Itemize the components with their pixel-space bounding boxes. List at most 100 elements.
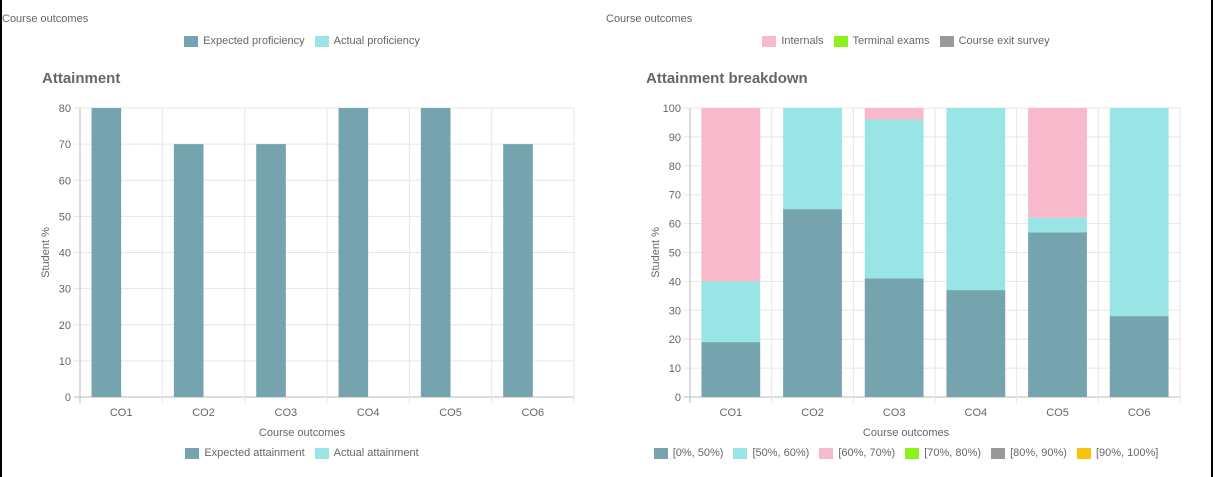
bar[interactable] xyxy=(420,108,451,397)
bars xyxy=(701,108,1169,397)
legend-item-expected-attainment[interactable]: Expected attainment xyxy=(185,447,305,459)
bar-segment[interactable] xyxy=(864,278,924,397)
bar-segment[interactable] xyxy=(701,342,761,397)
bar-segment[interactable] xyxy=(1109,108,1169,317)
legend-item-terminal-exams[interactable]: Terminal exams xyxy=(833,35,930,47)
legend-label: [50%, 60%) xyxy=(752,447,810,459)
bar-segment[interactable] xyxy=(864,108,924,120)
x-tick-label: CO6 xyxy=(1128,407,1151,419)
legend-label: [90%, 100%] xyxy=(1095,447,1159,459)
bar-segment[interactable] xyxy=(946,290,1006,397)
y-tick-label: 50 xyxy=(669,248,681,260)
bar-segment[interactable] xyxy=(701,281,761,343)
y-tick-label: 90 xyxy=(669,132,681,144)
x-tick-label: CO5 xyxy=(1046,407,1069,419)
y-tick-label: 30 xyxy=(59,284,71,296)
y-tick-label: 30 xyxy=(669,305,681,317)
legend-label: [80%, 90%) xyxy=(1010,447,1067,459)
top-legend: Internals Terminal exams Course exit sur… xyxy=(606,35,1206,47)
bar[interactable] xyxy=(256,144,286,397)
legend-swatch xyxy=(762,35,777,47)
bottom-legend: Expected attainment Actual attainment xyxy=(2,447,602,459)
legend-swatch xyxy=(184,35,199,47)
legend-swatch xyxy=(185,447,200,459)
bars xyxy=(91,108,533,397)
chart-title: Attainment xyxy=(42,70,121,87)
y-axis-title: Student % xyxy=(650,227,662,278)
legend-item-range-70-80[interactable]: [70%, 80%) xyxy=(905,447,981,459)
x-tick-label: CO6 xyxy=(522,407,545,419)
x-tick-label: CO4 xyxy=(965,407,988,419)
grid xyxy=(74,107,575,403)
legend-swatch xyxy=(905,447,920,459)
bar[interactable] xyxy=(91,108,122,397)
y-tick-label: 40 xyxy=(669,276,681,288)
chart-title: Attainment breakdown xyxy=(646,70,808,87)
bar-segment[interactable] xyxy=(1028,108,1087,218)
y-tick-label: 80 xyxy=(669,161,681,173)
y-tick-label: 80 xyxy=(59,103,71,115)
legend-swatch xyxy=(653,447,668,459)
legend-swatch xyxy=(733,447,748,459)
bottom-legend: [0%, 50%) [50%, 60%) [60%, 70%) [70%, 80… xyxy=(606,447,1206,459)
legend-item-range-60-70[interactable]: [60%, 70%) xyxy=(819,447,895,459)
legend-item-range-90-100[interactable]: [90%, 100%] xyxy=(1076,447,1159,459)
legend-label: [0%, 50%) xyxy=(672,447,724,459)
y-tick-label: 60 xyxy=(669,219,681,231)
legend-swatch xyxy=(314,447,329,459)
y-tick-label: 10 xyxy=(669,363,681,375)
bar-segment[interactable] xyxy=(1109,316,1169,397)
legend-label: Actual proficiency xyxy=(333,35,420,47)
attainment-plot: 0 10 20 30 40 50 60 70 80 Student % CO1 CO2 CO3 CO4 CO… xyxy=(40,103,575,419)
grid xyxy=(684,107,1181,403)
bar[interactable] xyxy=(173,144,204,397)
legend-swatch xyxy=(819,447,834,459)
legend-label: Expected attainment xyxy=(204,447,305,459)
y-tick-label: 0 xyxy=(675,392,681,404)
x-axis-title: Course outcomes xyxy=(862,427,950,439)
y-tick-label: 20 xyxy=(59,320,71,332)
bar[interactable] xyxy=(503,144,533,397)
bar-segment[interactable] xyxy=(1028,217,1087,233)
legend-item-range-0-50[interactable]: [0%, 50%) xyxy=(653,447,724,459)
top-axis-label: Course outcomes xyxy=(2,13,89,25)
y-tick-label: 50 xyxy=(59,211,71,223)
legend-label: Course exit survey xyxy=(958,35,1050,47)
bar-segment[interactable] xyxy=(1028,232,1087,397)
legend-item-expected-proficiency[interactable]: Expected proficiency xyxy=(184,35,305,47)
legend-item-course-exit-survey[interactable]: Course exit survey xyxy=(939,35,1050,47)
y-tick-label: 0 xyxy=(65,392,71,404)
legend-item-actual-proficiency[interactable]: Actual proficiency xyxy=(314,35,420,47)
top-legend: Expected proficiency Actual proficiency xyxy=(2,35,602,47)
legend-item-range-50-60[interactable]: [50%, 60%) xyxy=(733,447,809,459)
legend-item-range-80-90[interactable]: [80%, 90%) xyxy=(991,447,1067,459)
attainment-chart-panel: Course outcomes Expected proficiency Act… xyxy=(2,0,602,477)
bar-segment[interactable] xyxy=(701,108,761,282)
legend-swatch xyxy=(833,35,848,47)
bar-segment[interactable] xyxy=(783,108,842,210)
bar[interactable] xyxy=(338,108,369,397)
x-tick-label: CO2 xyxy=(801,407,824,419)
x-tick-label: CO5 xyxy=(439,407,462,419)
attainment-breakdown-plot: 0 10 20 30 40 50 60 70 80 90 100 Student % CO1 CO2 CO3… xyxy=(650,103,1181,419)
legend-item-internals[interactable]: Internals xyxy=(762,35,824,47)
y-tick-label: 10 xyxy=(59,356,71,368)
bar-segment[interactable] xyxy=(864,119,924,279)
bar-segment[interactable] xyxy=(946,108,1006,291)
x-tick-label: CO3 xyxy=(883,407,906,419)
x-tick-label: CO1 xyxy=(720,407,743,419)
y-tick-label: 60 xyxy=(59,175,71,187)
legend-item-actual-attainment[interactable]: Actual attainment xyxy=(314,447,419,459)
legend-label: [60%, 70%) xyxy=(838,447,896,459)
top-axis-label: Course outcomes xyxy=(606,13,693,25)
x-tick-label: CO3 xyxy=(275,407,298,419)
x-tick-label: CO1 xyxy=(110,407,133,419)
bar-segment[interactable] xyxy=(783,209,842,397)
x-axis-title: Course outcomes xyxy=(258,427,346,439)
legend-swatch xyxy=(1076,447,1091,459)
legend-swatch xyxy=(939,35,954,47)
legend-label: Expected proficiency xyxy=(203,35,305,47)
y-tick-label: 100 xyxy=(663,103,681,115)
y-tick-label: 40 xyxy=(59,248,71,260)
